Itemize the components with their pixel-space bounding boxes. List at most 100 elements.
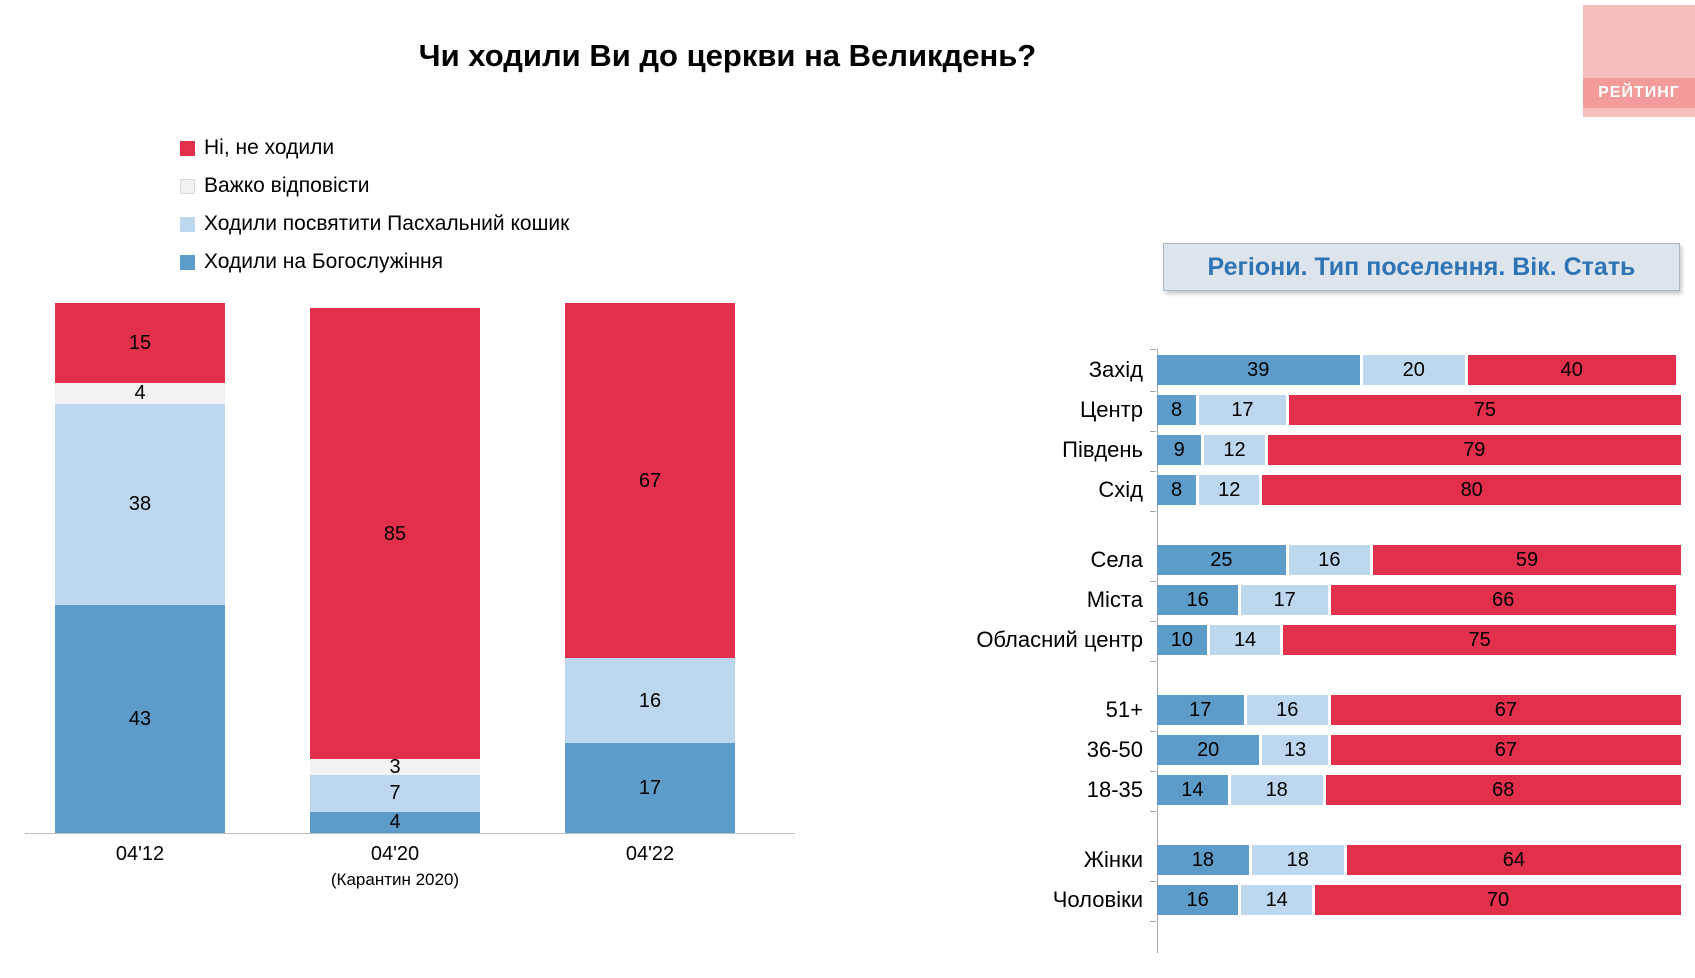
bar-track: 18 18 64 [1150, 845, 1684, 882]
segment-value: 15 [128, 331, 152, 354]
legend-item: Ходили на Богослужіння [180, 250, 569, 274]
bar-segment: 8 [1157, 475, 1197, 505]
column-segment: 7 [310, 774, 480, 812]
legend-item: Ходили посвятити Пасхальний кошик [180, 212, 569, 236]
column-segment: 85 [310, 308, 480, 759]
bar-segment: 68 [1325, 775, 1681, 805]
bar-row: Міста 16 17 66 [870, 585, 1684, 622]
bar-group: Села 25 16 59 Міста 16 17 66 Обласний центр 10 14 7… [870, 545, 1684, 662]
segment-value: 85 [383, 522, 407, 545]
bar-row: Центр 8 17 75 [870, 395, 1684, 432]
legend-swatch [180, 216, 195, 232]
bar-segment: 8 [1157, 395, 1197, 425]
bar-segment: 16 [1157, 585, 1239, 615]
bar-group: Жінки 18 18 64 Чоловіки 16 14 70 [870, 845, 1684, 922]
x-axis-label: 04'20 [370, 843, 420, 865]
bar-row-label: 51+ [1105, 697, 1143, 722]
bar-track: 10 14 75 [1150, 625, 1679, 662]
bar-row-label: Села [1090, 547, 1143, 572]
bar-row: Села 25 16 59 [870, 545, 1684, 582]
stacked-column: 85 3 7 4 [310, 303, 480, 833]
bar-segment: 16 [1288, 545, 1371, 575]
bar-segment: 75 [1288, 395, 1681, 425]
bar-segment: 16 [1246, 695, 1328, 725]
legend-label: Важко відповісти [204, 174, 370, 197]
bar-segment: 12 [1204, 435, 1265, 465]
bar-row: Жінки 18 18 64 [870, 845, 1684, 882]
segment-value: 3 [389, 755, 401, 778]
x-axis-baseline [25, 833, 795, 834]
legend-swatch [180, 140, 195, 156]
segment-value: 4 [389, 811, 401, 834]
bar-segment: 67 [1330, 735, 1681, 765]
bar-track: 17 16 67 [1150, 695, 1684, 732]
rating-logo: РЕЙТИНГ [1583, 5, 1695, 117]
legend-label: Ходили на Богослужіння [204, 250, 444, 273]
bar-segment: 18 [1230, 775, 1323, 805]
bar-segment: 10 [1157, 625, 1207, 655]
bar-row-label: Жінки [1083, 847, 1143, 872]
bar-group: Захід 39 20 40 Центр 8 17 75 Південь 9 12 79 Схід 8 12… [870, 355, 1684, 512]
bar-group: 51+ 17 16 67 36-50 20 13 67 18-35 14 18 68 [870, 695, 1684, 812]
bar-segment: 39 [1157, 355, 1360, 385]
segment-value: 7 [389, 782, 401, 805]
bar-track: 14 18 68 [1150, 775, 1684, 812]
segment-value: 16 [638, 689, 662, 712]
bar-row-label: Південь [1062, 437, 1143, 462]
bar-segment: 25 [1157, 545, 1286, 575]
segment-value: 38 [128, 493, 152, 516]
legend-label: Ходили посвятити Пасхальний кошик [204, 212, 570, 235]
bar-track: 25 16 59 [1150, 545, 1684, 582]
bar-segment: 18 [1157, 845, 1249, 875]
bar-row-label: Схід [1098, 477, 1143, 502]
stacked-column-chart: 15 4 38 43 04'12 85 3 7 4 04'20 (Карантин 2020) 67 1… [55, 303, 735, 889]
legend: Ні, не ходили Важко відповісти Ходили посв… [180, 136, 569, 288]
bar-segment: 17 [1199, 395, 1286, 425]
column-segment: 4 [55, 382, 225, 405]
stacked-column: 15 4 38 43 [55, 303, 225, 833]
bar-segment: 20 [1362, 355, 1465, 385]
bar-row-label: 36-50 [1086, 737, 1143, 762]
bar-track: 9 12 79 [1150, 435, 1684, 472]
bar-segment: 40 [1467, 355, 1676, 385]
bar-segment: 67 [1330, 695, 1681, 725]
bar-segment: 59 [1373, 545, 1681, 575]
column-segment: 15 [55, 303, 225, 383]
bar-track: 8 12 80 [1150, 475, 1684, 512]
bar-segment: 14 [1157, 775, 1228, 805]
page-title: Чи ходили Ви до церкви на Великдень? [418, 38, 1037, 73]
column-segment: 67 [565, 303, 735, 659]
bar-segment: 14 [1241, 885, 1313, 915]
column-segment: 4 [310, 811, 480, 834]
bar-row-label: Захід [1088, 357, 1143, 382]
bar-segment: 14 [1209, 625, 1281, 655]
bar-segment: 17 [1241, 585, 1328, 615]
stacked-column: 67 16 17 [565, 303, 735, 833]
bar-segment: 79 [1267, 435, 1681, 465]
column-segment: 16 [565, 658, 735, 743]
segment-value: 43 [128, 708, 152, 731]
bar-segment: 13 [1262, 735, 1328, 765]
bar-row-label: Обласний центр [976, 627, 1143, 652]
bar-segment: 18 [1251, 845, 1344, 875]
segment-value: 4 [134, 382, 146, 405]
segment-value: 17 [638, 776, 662, 799]
bar-segment: 70 [1315, 885, 1681, 915]
bar-segment: 64 [1346, 845, 1681, 875]
bar-row: 51+ 17 16 67 [870, 695, 1684, 732]
bar-row: Обласний центр 10 14 75 [870, 625, 1684, 662]
bar-row: 18-35 14 18 68 [870, 775, 1684, 812]
legend-label: Ні, не ходили [204, 136, 335, 159]
column-segment: 3 [310, 755, 480, 778]
bar-track: 8 17 75 [1150, 395, 1684, 432]
bar-row-label: 18-35 [1086, 777, 1143, 802]
bar-segment: 20 [1157, 735, 1260, 765]
legend-swatch [180, 254, 195, 270]
column-segment: 38 [55, 403, 225, 606]
x-axis-label: 04'12 [115, 843, 165, 865]
bar-segment: 75 [1283, 625, 1676, 655]
segment-value: 67 [638, 469, 662, 492]
x-axis-label: 04'22 [625, 843, 675, 865]
bar-row-label: Міста [1086, 587, 1143, 612]
bar-row: Захід 39 20 40 [870, 355, 1684, 392]
